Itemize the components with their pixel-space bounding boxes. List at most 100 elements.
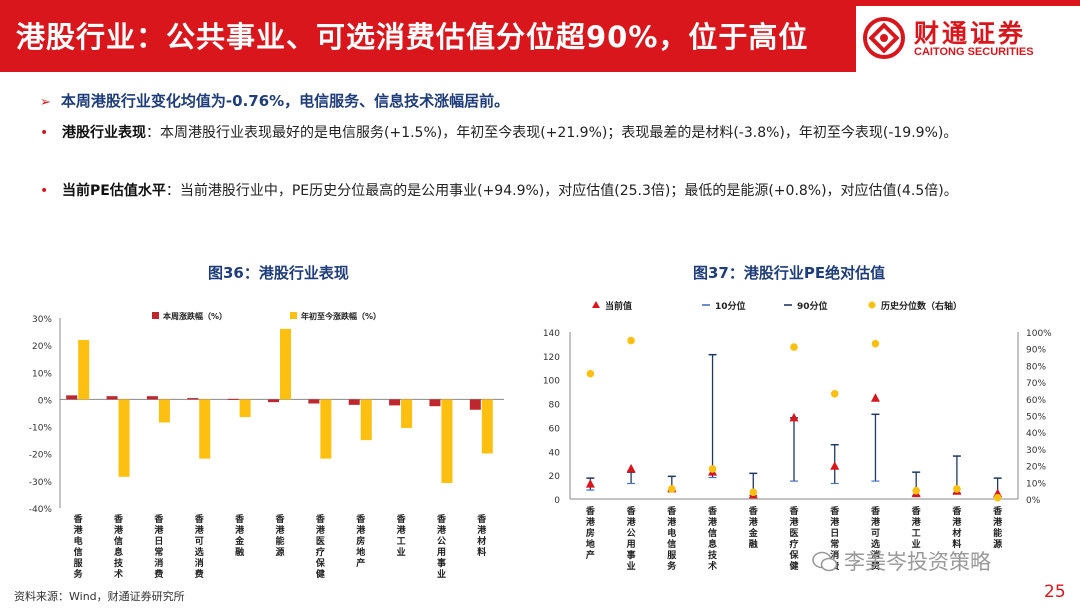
svg-text:地: 地 — [586, 538, 595, 550]
svg-text:选: 选 — [871, 538, 880, 550]
svg-text:务: 务 — [74, 568, 84, 580]
svg-text:香: 香 — [194, 513, 205, 525]
svg-text:医: 医 — [316, 536, 325, 547]
chart36-bar — [280, 328, 291, 400]
chart36-bar — [401, 399, 413, 428]
svg-text:医: 医 — [789, 528, 798, 539]
svg-text:业: 业 — [627, 560, 636, 572]
svg-text:电: 电 — [667, 527, 676, 539]
svg-text:香: 香 — [829, 505, 840, 517]
svg-text:香: 香 — [153, 513, 164, 525]
caitong-logo-icon — [863, 17, 905, 59]
chart37-percentile-dot — [627, 336, 635, 345]
svg-text:香: 香 — [748, 505, 759, 517]
svg-text:香: 香 — [626, 505, 637, 517]
chart37-ytick-label: 0 — [554, 496, 560, 506]
svg-text:港: 港 — [667, 516, 677, 528]
arrow-bullet-icon: ➢ — [40, 95, 51, 110]
chart36-bar — [106, 396, 118, 400]
svg-text:服: 服 — [667, 550, 677, 561]
svg-text:房: 房 — [356, 535, 365, 547]
svg-text:材: 材 — [476, 535, 486, 547]
bullet-industry-performance: • 港股行业表现：本周港股行业表现最好的是电信服务(+1.5%)，年初至今表现(… — [40, 122, 1040, 144]
svg-text:业: 业 — [912, 538, 921, 550]
svg-text:息: 息 — [708, 538, 717, 550]
chart37-y2tick-label: 20% — [1026, 463, 1046, 473]
logo-text-en: CAITONG SECURITIES — [914, 46, 1034, 58]
svg-text:日: 日 — [830, 528, 839, 539]
chart37-legend-label: 10分位 — [715, 300, 746, 312]
chart36-bar — [348, 399, 360, 405]
chart37-percentile-dot — [993, 493, 1002, 502]
svg-text:港: 港 — [356, 524, 366, 536]
svg-text:源: 源 — [275, 546, 284, 558]
chart36-bar — [320, 399, 332, 459]
chart37-percentile-dot — [953, 485, 961, 493]
summary-line: ➢ 本周港股行业变化均值为-0.76%，电信服务、信息技术涨幅居前。 — [40, 90, 509, 111]
svg-text:术: 术 — [113, 568, 123, 580]
bullet-text: ：本周港股行业表现最好的是电信服务(+1.5%)，年初至今表现(+21.9%)；… — [146, 125, 958, 141]
logo-text-cn: 财通证券 — [914, 19, 1027, 48]
bullet-pe-valuation: • 当前PE估值水平：当前港股行业中，PE历史分位最高的是公用事业(+94.9%… — [40, 180, 1040, 202]
svg-text:能: 能 — [993, 527, 1002, 539]
chart36-industry-performance: 30%20%10%0%-10%-20%-30%-40%香港电信服务香港信息技术香… — [29, 311, 504, 580]
svg-text:源: 源 — [993, 538, 1002, 550]
svg-text:香: 香 — [951, 505, 962, 517]
chart36-bar — [78, 339, 90, 400]
chart37-legend-label: 90分位 — [797, 300, 828, 312]
svg-text:务: 务 — [667, 560, 677, 572]
chart36-ytick-label: -20% — [29, 451, 53, 461]
chart37-ytick-label: 60 — [549, 424, 561, 434]
chart37-ytick-label: 80 — [549, 401, 561, 411]
svg-text:港: 港 — [397, 524, 407, 536]
chart36-ytick-label: 30% — [32, 315, 52, 325]
chart36-ytick-label: 0% — [38, 396, 53, 406]
svg-text:消: 消 — [830, 549, 839, 561]
svg-text:香: 香 — [707, 505, 718, 517]
svg-text:保: 保 — [788, 549, 799, 561]
chart36-ytick-label: -10% — [29, 424, 53, 434]
svg-text:业: 业 — [437, 568, 446, 580]
chart37-current-marker — [870, 393, 880, 402]
chart37-percentile-dot — [749, 488, 758, 497]
svg-text:电: 电 — [74, 535, 83, 547]
logo: 财通证券 CAITONG SECURITIES — [856, 0, 1080, 72]
svg-text:香: 香 — [396, 513, 407, 525]
chart36-ytick-label: 10% — [32, 369, 52, 379]
svg-text:港: 港 — [275, 524, 285, 536]
svg-text:能: 能 — [275, 535, 284, 547]
chart36-bar — [239, 399, 251, 418]
chart37-y2tick-label: 70% — [1026, 379, 1046, 389]
svg-text:用: 用 — [626, 539, 636, 550]
svg-text:消: 消 — [154, 557, 163, 569]
chart36-title: 图36：港股行业表现 — [208, 264, 349, 282]
chart36-legend-swatch — [290, 312, 297, 319]
chart37-current-marker — [789, 412, 799, 422]
svg-text:服: 服 — [74, 558, 84, 569]
chart36-bar — [389, 399, 401, 406]
chart37-y2tick-label: 10% — [1026, 479, 1046, 489]
chart37-current-marker — [830, 461, 840, 470]
svg-text:材: 材 — [951, 527, 961, 539]
chart36-bar — [187, 398, 199, 400]
chart37-percentile-dot — [586, 369, 595, 378]
chart36-bar — [481, 399, 493, 454]
svg-text:香: 香 — [315, 513, 326, 525]
chart37-percentile-dot — [830, 389, 839, 398]
svg-text:料: 料 — [477, 546, 486, 558]
chart36-ytick-label: 20% — [32, 342, 52, 352]
summary-text: 本周港股行业变化均值为-0.76%，电信服务、信息技术涨幅居前。 — [60, 92, 510, 110]
svg-text:港: 港 — [586, 516, 596, 528]
chart37-legend-label: 当前值 — [605, 300, 632, 312]
svg-text:常: 常 — [830, 538, 839, 550]
svg-text:香: 香 — [73, 513, 84, 525]
svg-text:健: 健 — [316, 568, 325, 580]
